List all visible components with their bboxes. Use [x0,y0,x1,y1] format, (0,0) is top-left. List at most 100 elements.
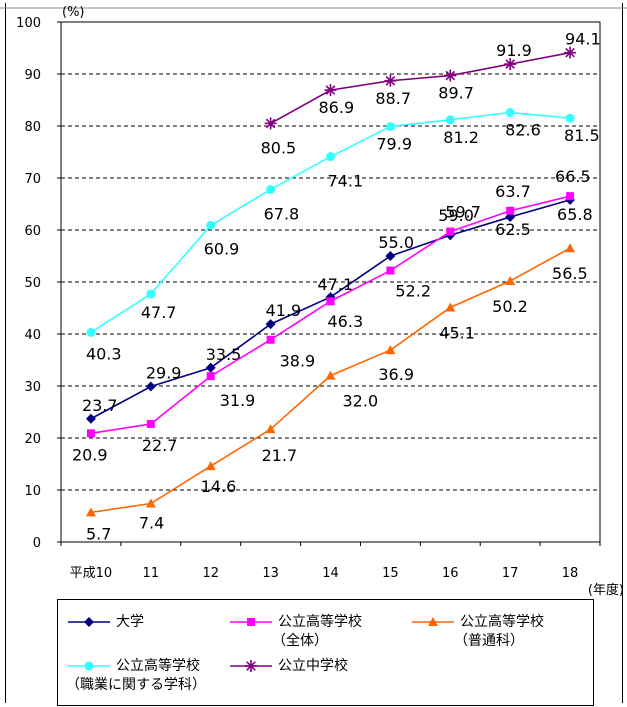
data-label: 29.9 [146,364,182,383]
data-point [265,319,276,330]
data-label: 45.1 [439,323,475,342]
data-point [445,115,455,125]
legend-label: 公立中学校 [278,658,348,674]
y-tick-label: 20 [24,432,41,447]
marker-stroke [445,70,456,81]
series-4 [264,46,577,130]
data-point [324,84,337,97]
data-label: 36.9 [378,365,414,384]
data-point [385,122,395,132]
data-label: 59.0 [438,206,474,225]
data-label: 32.0 [343,392,379,411]
legend-marker-circle [68,661,110,671]
data-point [265,424,276,434]
data-label: 56.5 [552,264,588,283]
data-label: 52.2 [395,282,431,301]
data-label: 59.7 [445,203,481,222]
data-label: 55.0 [378,233,414,252]
data-point [385,251,396,261]
legend-label: 公立高等学校 [278,614,362,630]
series-1 [86,192,575,438]
data-point [505,275,516,285]
data-label: 80.5 [261,138,297,157]
x-unit-label: (年度) [588,582,624,598]
y-tick-label: 100 [16,16,41,31]
data-label: 81.5 [564,126,600,145]
data-label: 67.8 [264,204,300,223]
data-point [565,113,575,123]
legend-marker [245,660,257,672]
data-label: 86.9 [319,98,355,117]
data-point [564,46,577,59]
y-tick-label: 30 [24,380,41,395]
data-point [445,302,456,312]
legend-marker [84,661,94,671]
marker-stroke [325,85,336,95]
data-label: 47.7 [141,303,177,322]
data-label: 81.2 [443,128,479,147]
legend-sublabel: （職業に関する学科） [66,677,206,693]
data-point [505,107,515,117]
data-point [85,413,96,424]
data-label: 88.7 [375,89,411,108]
data-label: 74.1 [328,172,364,191]
legend-marker-diamond [68,617,110,627]
data-point [446,227,455,236]
series-2 [85,243,576,517]
data-label: 21.7 [262,446,298,465]
data-label: 60.9 [204,239,240,258]
data-label: 20.9 [72,445,108,464]
data-label: 91.9 [496,41,532,60]
data-point [205,461,216,471]
legend-marker-triangle [412,617,454,626]
data-point [86,327,96,337]
y-tick-label: 50 [24,276,41,291]
x-tick-label: 15 [382,566,399,581]
data-label: 23.7 [82,396,118,415]
data-label: 22.7 [142,436,178,455]
legend-marker-square [230,618,272,626]
data-label: 89.7 [438,84,474,103]
data-label: 50.2 [492,297,528,316]
data-label: 7.4 [139,514,164,533]
data-label: 40.3 [86,344,122,363]
legend-marker [84,617,94,627]
data-point [266,335,275,344]
data-point [326,152,335,162]
data-point [444,69,457,82]
legend-label: 公立高等学校 [116,658,200,674]
legend-marker [247,618,255,626]
data-point [506,206,515,215]
y-tick-label: 0 [33,536,41,551]
data-point [386,266,395,275]
data-point [85,507,96,517]
data-point [326,297,335,306]
data-label: 31.9 [220,391,256,410]
y-tick-label: 40 [24,328,41,343]
data-point [566,192,575,201]
x-tick-label: 平成10 [70,566,113,581]
data-label: 14.6 [201,477,237,496]
marker-stroke [565,47,575,58]
legend-sublabel: （普通科） [454,633,524,649]
x-tick-label: 11 [143,566,160,581]
data-label: 66.5 [555,167,591,186]
data-label: 46.3 [328,312,364,331]
y-tick-label: 70 [24,172,41,187]
data-point [266,184,276,194]
data-point [206,372,215,381]
data-point [146,419,155,428]
data-label: 94.1 [565,30,601,49]
data-point [325,370,336,380]
x-tick-label: 17 [502,566,519,581]
data-label: 5.7 [86,524,111,543]
data-point [565,243,576,253]
x-tick-label: 14 [322,566,339,581]
y-tick-label: 10 [24,484,41,499]
data-label: 65.8 [557,205,593,224]
legend-label: 公立高等学校 [460,614,544,630]
x-tick-label: 18 [562,566,579,581]
data-label: 41.9 [266,301,302,320]
x-tick-label: 13 [262,566,279,581]
chart-frame [5,3,623,703]
